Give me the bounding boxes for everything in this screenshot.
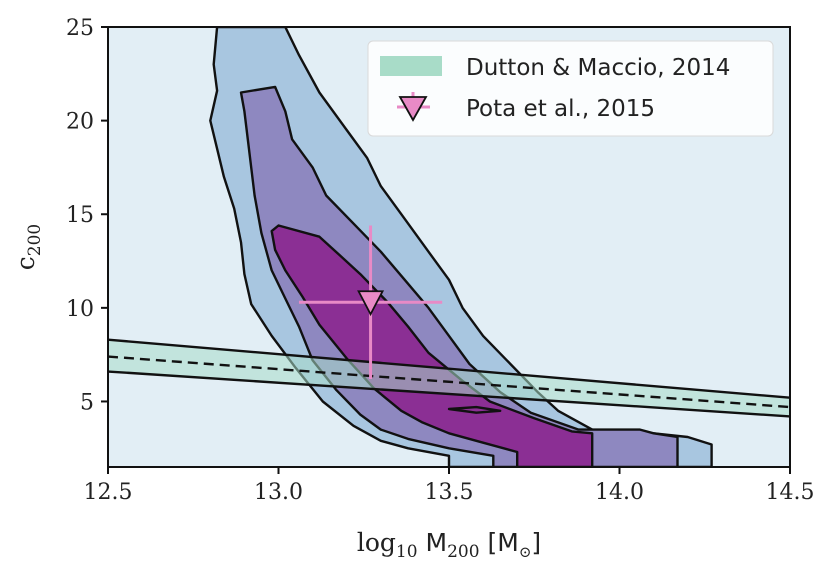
y-tick-label: 15 [66,203,94,228]
x-tick-label: 14.0 [595,480,644,505]
pota-points [298,225,443,379]
point-marker-0 [357,290,385,317]
x-tick-label: 13.5 [425,480,474,505]
dutton-maccio-band [108,338,790,418]
y-tick-label: 25 [66,16,94,41]
contour-inner-3 [447,405,502,414]
band-upper-edge [108,338,790,399]
y-tick-label: 5 [80,390,94,415]
legend-label-dutton: Dutton & Maccio, 2014 [466,55,730,81]
y-axis-label: c200 [11,224,45,270]
band-center-line [108,355,790,409]
band-lower-edge [108,370,790,418]
legend: Dutton & Maccio, 2014 Pota et al., 2015 [367,40,774,137]
legend-label-pota: Pota et al., 2015 [466,96,655,122]
legend-band-swatch [380,56,442,76]
y-tick-label: 20 [66,110,94,135]
band-fill [108,339,790,417]
x-tick-label: 14.5 [766,480,815,505]
x-axis-label: log10 M200 [M⊙] [357,528,541,562]
legend-triangle-marker [398,96,428,122]
x-axis-ticks: 12.5 13.0 13.5 14.0 14.5 [84,467,815,505]
y-tick-label: 10 [66,297,94,322]
legend-box [367,40,774,137]
x-tick-label: 12.5 [84,480,133,505]
y-axis-ticks: 5 10 15 20 25 [66,16,108,415]
x-tick-label: 13.0 [254,480,303,505]
